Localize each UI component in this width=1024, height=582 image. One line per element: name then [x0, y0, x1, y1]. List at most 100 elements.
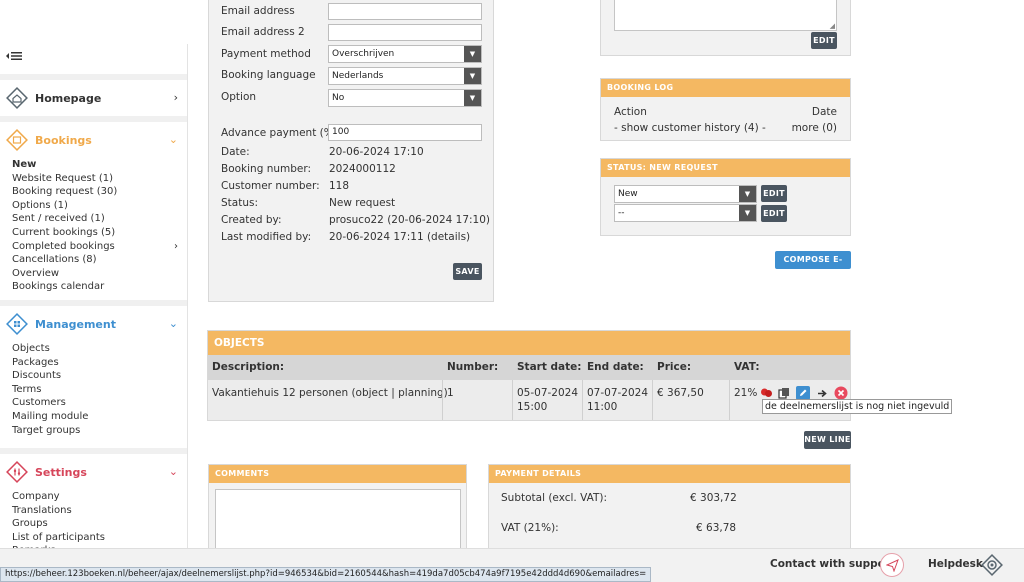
vat-value: € 63,78 — [696, 522, 737, 534]
email-field[interactable] — [328, 3, 482, 20]
log-more-link[interactable]: more (0) — [791, 122, 837, 134]
booking-details-panel: Email address Email address 2 Payment me… — [208, 0, 494, 302]
col-end-date: End date: — [587, 361, 644, 373]
paper-plane-icon[interactable] — [880, 553, 904, 577]
sidebar-section-settings: Settings ⌄ Company Translations Groups List… — [0, 448, 187, 549]
row-number: 1 — [447, 387, 454, 399]
compose-email-button[interactable]: COMPOSE E-MAIL — [775, 251, 851, 282]
new-line-button[interactable]: NEW LINE — [804, 431, 851, 449]
sidebar-label-settings: Settings — [35, 465, 87, 479]
option-label: Option — [221, 91, 257, 103]
email2-field[interactable] — [328, 24, 482, 41]
menu-collapse-icon[interactable] — [6, 50, 22, 64]
contact-support-link[interactable]: Contact with support — [770, 558, 896, 570]
sidebar-subitem[interactable]: Booking request (30) — [12, 185, 187, 199]
table-row: Vakantiehuis 12 personen (object | plann… — [208, 380, 850, 420]
show-customer-history-link[interactable]: - show customer history (4) - — [614, 122, 766, 134]
sidebar-subitem[interactable]: List of participants — [12, 531, 187, 545]
status-edit-button[interactable]: EDIT — [761, 185, 787, 202]
status-select-value: New — [618, 189, 638, 199]
sidebar-label-bookings: Bookings — [35, 133, 92, 147]
sidebar-head-settings[interactable]: Settings ⌄ — [0, 454, 187, 490]
arrow-right-icon[interactable] — [815, 386, 829, 400]
sidebar-subitem[interactable]: Target groups — [12, 424, 187, 438]
sidebar-subitem[interactable]: Overview — [12, 267, 187, 281]
edit-pencil-icon[interactable] — [796, 386, 810, 400]
sidebar-subitem[interactable]: Mailing module — [12, 410, 187, 424]
advance-payment-label: Advance payment (%): — [221, 127, 342, 139]
sidebar-label-management: Management — [35, 317, 116, 331]
vat-label: VAT (21%): — [501, 522, 559, 534]
customer-number-value: 118 — [329, 180, 350, 192]
sidebar-subitem-label: Mailing module — [12, 410, 89, 422]
sidebar: Homepage › Bookings ⌄ New Website Request… — [0, 44, 188, 549]
advance-payment-field[interactable]: 100 — [328, 124, 482, 141]
management-icon — [6, 313, 28, 335]
helpdesk-lifebuoy-icon[interactable] — [980, 553, 1004, 577]
sidebar-subitem[interactable]: Company — [12, 490, 187, 504]
sidebar-head-bookings[interactable]: Bookings ⌄ — [0, 122, 187, 158]
sidebar-section-homepage[interactable]: Homepage › — [0, 74, 187, 116]
top-strip — [0, 0, 1024, 8]
subtotal-label: Subtotal (excl. VAT): — [501, 492, 608, 504]
bookings-icon — [6, 129, 28, 151]
sidebar-subitem[interactable]: Customers — [12, 396, 187, 410]
chevron-down-icon: ⌄ — [168, 317, 178, 330]
sub-status-edit-button[interactable]: EDIT — [761, 205, 787, 222]
sidebar-subitem[interactable]: Bookings calendar — [12, 280, 187, 294]
home-icon — [6, 87, 28, 109]
sidebar-subitem[interactable]: Options (1) — [12, 199, 187, 213]
sidebar-subitem[interactable]: Remarks — [12, 544, 187, 549]
save-button[interactable]: SAVE — [453, 263, 482, 280]
copy-icon[interactable] — [777, 386, 791, 400]
last-modified-value[interactable]: 20-06-2024 17:11 (details) — [329, 231, 471, 243]
col-start-date: Start date: — [517, 361, 582, 373]
email2-label: Email address 2 — [221, 26, 305, 38]
comments-panel: COMMENTS — [208, 464, 467, 554]
row-price: € 367,50 — [657, 387, 704, 399]
sidebar-subitem[interactable]: New — [12, 158, 187, 172]
comments-textarea[interactable] — [215, 489, 461, 551]
sidebar-subitem[interactable]: Packages — [12, 356, 187, 370]
helpdesk-link[interactable]: Helpdesk — [928, 558, 983, 570]
sidebar-subitem[interactable]: Terms — [12, 383, 187, 397]
chevron-down-icon: ⌄ — [168, 133, 178, 146]
participants-list-icon[interactable] — [759, 386, 773, 400]
resize-handle-icon[interactable]: ◢ — [829, 22, 835, 30]
payment-method-select[interactable]: Overschrijven ▼ — [328, 45, 482, 63]
option-select[interactable]: No ▼ — [328, 89, 482, 107]
booking-language-select[interactable]: Nederlands ▼ — [328, 67, 482, 85]
sidebar-subitem-label: Completed bookings — [12, 240, 115, 252]
sidebar-subitem[interactable]: Cancellations (8) — [12, 253, 187, 267]
sidebar-subitem-label: Overview — [12, 267, 60, 279]
sidebar-subitem[interactable]: Objects — [12, 342, 187, 356]
sidebar-subitem[interactable]: Current bookings (5) — [12, 226, 187, 240]
sidebar-subitem-label: List of participants — [12, 531, 105, 543]
sidebar-subitem[interactable]: Groups — [12, 517, 187, 531]
row-description[interactable]: Vakantiehuis 12 personen (object | plann… — [212, 387, 448, 399]
sidebar-subitem-label: Booking request (30) — [12, 186, 118, 198]
subtotal-value: € 303,72 — [690, 492, 737, 504]
sub-status-select[interactable]: -- ▼ — [614, 204, 757, 222]
sidebar-subitem[interactable]: Discounts — [12, 369, 187, 383]
status-panel: STATUS: NEW REQUEST New ▼ EDIT -- ▼ EDIT — [600, 158, 851, 236]
notes-textarea[interactable]: ◢ — [614, 0, 837, 31]
email-label: Email address — [221, 5, 295, 17]
payment-method-value: Overschrijven — [332, 49, 395, 59]
log-action-header: Action — [614, 106, 647, 118]
settings-submenu: Company Translations Groups List of partici… — [0, 490, 187, 549]
status-select[interactable]: New ▼ — [614, 185, 757, 203]
sidebar-subitem-label: Options (1) — [12, 199, 68, 211]
sidebar-subitem[interactable]: Website Request (1) — [12, 172, 187, 186]
caret-down-icon: ▼ — [464, 46, 481, 62]
sidebar-subitem-label: Company — [12, 491, 60, 502]
payment-method-label: Payment method — [221, 48, 311, 60]
status-label: Status: — [221, 197, 258, 209]
sidebar-subitem[interactable]: Translations — [12, 504, 187, 518]
sidebar-head-management[interactable]: Management ⌄ — [0, 306, 187, 342]
sidebar-subitem[interactable]: Completed bookings › — [12, 240, 187, 254]
log-date-header: Date — [811, 106, 837, 118]
sidebar-subitem[interactable]: Sent / received (1) — [12, 212, 187, 226]
notes-edit-button[interactable]: EDIT — [811, 32, 837, 49]
delete-icon[interactable] — [834, 386, 848, 400]
